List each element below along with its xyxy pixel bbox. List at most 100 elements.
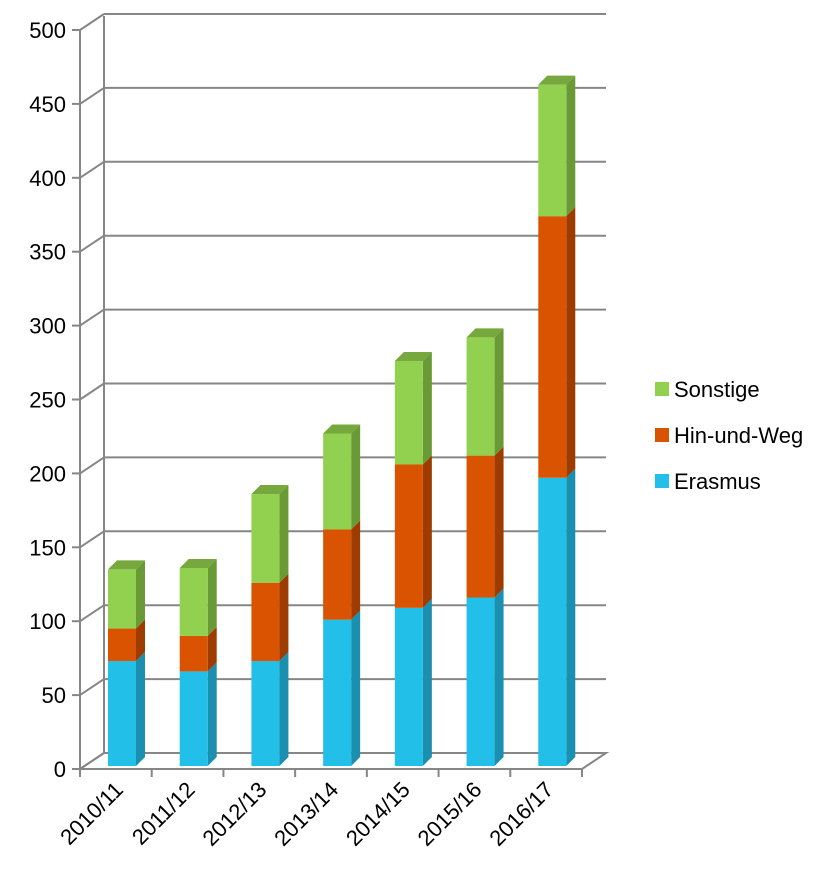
bar-side — [494, 328, 504, 456]
bar-segment-hin-und-weg — [466, 446, 504, 598]
y-tick-label: 500 — [29, 18, 66, 43]
bar-stack — [323, 424, 361, 766]
x-axis: 2010/112011/122012/132013/142014/152015/… — [55, 769, 583, 851]
legend-label: Hin-und-Weg — [674, 423, 803, 448]
bar-side — [494, 588, 504, 766]
bar-top — [179, 558, 217, 568]
bar-front — [323, 529, 352, 620]
bar-front — [108, 569, 136, 629]
legend-swatch — [655, 474, 669, 488]
x-tick-label: 2010/11 — [55, 777, 128, 850]
bar-top — [466, 328, 504, 338]
bar-front — [179, 567, 208, 636]
bar-side — [279, 485, 289, 583]
bar-side — [351, 610, 361, 766]
gridline-side — [79, 530, 105, 549]
bar-front — [538, 477, 567, 766]
bar-side — [207, 626, 217, 672]
x-tick-label: 2016/17 — [484, 777, 558, 851]
bar-side — [136, 652, 145, 766]
bar-segment-hin-und-weg — [323, 520, 361, 620]
bar-stack — [394, 352, 432, 766]
bar-side — [351, 520, 361, 620]
bar-segment-erasmus — [108, 652, 145, 766]
bar-front — [179, 635, 208, 672]
y-tick-label: 350 — [29, 240, 66, 265]
bar-stack — [179, 558, 217, 766]
bar-front — [394, 607, 423, 766]
bar-front — [179, 671, 208, 766]
bar-stack — [466, 328, 504, 766]
bar-segment-sonstige — [394, 352, 432, 465]
y-axis: 0 50 100 150 200 250 300 350 400 450 500 — [29, 18, 80, 782]
bar-top — [323, 424, 361, 434]
bar-front — [466, 337, 495, 456]
bar-segment-sonstige — [251, 485, 289, 583]
bar-segment-sonstige — [538, 75, 576, 217]
bar-front — [251, 582, 280, 662]
x-tick-label: 2011/12 — [127, 777, 200, 850]
y-tick-label: 450 — [29, 92, 66, 117]
gridline-side — [79, 382, 105, 401]
bar-top — [538, 75, 576, 85]
bar-side — [422, 598, 432, 766]
legend: Sonstige Hin-und-Weg Erasmus — [655, 377, 803, 494]
bar-top — [251, 485, 289, 495]
bar-front — [323, 433, 352, 530]
bar-front — [323, 619, 352, 766]
y-tick-label: 0 — [54, 757, 66, 782]
legend-item-hin-und-weg: Hin-und-Weg — [655, 423, 803, 448]
y-tick-label: 300 — [29, 314, 66, 339]
bar-front — [466, 597, 495, 766]
bar-side — [136, 560, 145, 629]
legend-label: Erasmus — [674, 469, 761, 494]
gridline-side — [79, 234, 105, 253]
gridline-side — [79, 308, 105, 327]
bar-segment-hin-und-weg — [538, 207, 576, 478]
y-tick-label: 400 — [29, 166, 66, 191]
bar-side — [136, 619, 145, 662]
bar-segment-sonstige — [323, 424, 361, 530]
y-tick-label: 150 — [29, 535, 66, 560]
x-tick-label: 2015/16 — [413, 777, 487, 851]
y-tick-label: 250 — [29, 388, 66, 413]
bar-side — [422, 352, 432, 465]
bar-side — [279, 652, 289, 766]
legend-item-sonstige: Sonstige — [655, 377, 760, 402]
x-tick-label: 2014/15 — [341, 777, 415, 851]
bar-side — [422, 455, 432, 608]
bar-stack — [538, 75, 576, 766]
bar-segment-hin-und-weg — [394, 455, 432, 608]
bar-front — [108, 661, 136, 766]
bar-segment-erasmus — [538, 468, 576, 766]
bar-side — [566, 75, 576, 217]
bar-segment-hin-und-weg — [108, 619, 145, 662]
bar-stack — [108, 560, 145, 766]
y-tick-label: 50 — [42, 683, 66, 708]
bar-front — [538, 84, 567, 217]
bar-segment-erasmus — [466, 588, 504, 766]
bar-front — [108, 628, 136, 662]
bar-segment-sonstige — [466, 328, 504, 456]
x-tick-label: 2012/13 — [198, 777, 272, 851]
bar-segment-hin-und-weg — [251, 573, 289, 662]
bar-stack — [251, 485, 289, 766]
x-tick-label: 2013/14 — [269, 777, 343, 851]
legend-label: Sonstige — [674, 377, 760, 402]
legend-item-erasmus: Erasmus — [655, 469, 761, 494]
bar-top — [108, 560, 145, 570]
y-tick-label: 100 — [29, 609, 66, 634]
bar-side — [566, 207, 576, 478]
bar-segment-hin-und-weg — [179, 626, 217, 672]
gridline-side — [79, 604, 105, 623]
bar-segment-erasmus — [251, 652, 289, 766]
bar-front — [538, 216, 567, 478]
bar-side — [207, 662, 217, 766]
bar-side — [566, 468, 576, 766]
bar-front — [394, 464, 423, 608]
bar-side — [279, 573, 289, 662]
bar-top — [394, 352, 432, 362]
bar-segment-sonstige — [179, 558, 217, 636]
bars — [108, 75, 576, 766]
